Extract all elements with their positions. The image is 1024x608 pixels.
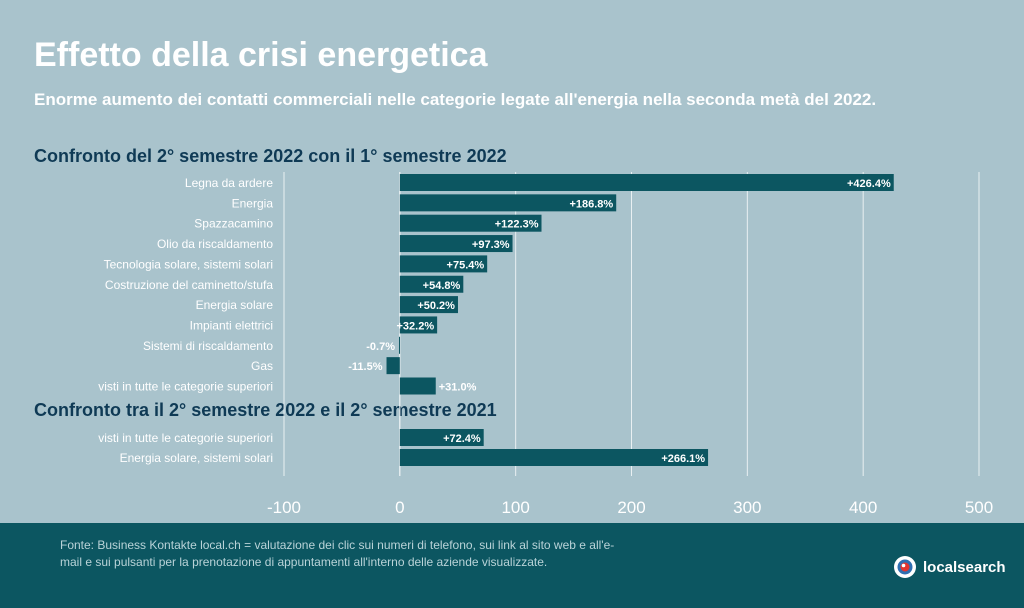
bar <box>399 296 458 314</box>
section-title-h2-vs-h1: Confronto del 2° semestre 2022 con il 1°… <box>34 146 507 166</box>
data-label: -11.5% <box>348 361 382 373</box>
category-label: Olio da riscaldamento <box>157 237 273 251</box>
data-label: +97.3% <box>472 239 510 251</box>
bar <box>399 214 542 232</box>
bar <box>399 429 484 446</box>
data-label: +186.8% <box>569 198 613 210</box>
bar <box>399 449 709 466</box>
category-label: Sistemi di riscaldamento <box>143 339 273 353</box>
data-label: +122.3% <box>495 219 539 231</box>
x-tick-label: 300 <box>733 498 761 517</box>
category-label: Tecnologia solare, sistemi solari <box>104 257 273 271</box>
category-label: Energia <box>232 196 274 210</box>
x-tick-label: -100 <box>267 498 301 517</box>
bar <box>399 194 617 212</box>
x-tick-label: 400 <box>849 498 877 517</box>
bar <box>399 336 401 354</box>
category-label: Legna da ardere <box>185 176 273 190</box>
localsearch-logo: localsearch <box>893 555 1006 579</box>
bar <box>399 255 488 273</box>
bar <box>399 174 894 191</box>
x-tick-label: 100 <box>501 498 529 517</box>
bar <box>399 275 464 293</box>
localsearch-logo-icon <box>894 556 916 578</box>
bar <box>399 316 438 334</box>
data-label: +266.1% <box>661 453 705 465</box>
section-title-h2-2022-vs-2021: Confronto tra il 2° semestre 2022 e il 2… <box>34 400 497 420</box>
source-note: Fonte: Business Kontakte local.ch = valu… <box>60 538 615 569</box>
bar <box>399 377 436 395</box>
x-tick-label: 500 <box>965 498 993 517</box>
bar-chart: -100 0 100 200 300 400 500 Legna da ardere +426.… <box>98 172 993 517</box>
data-label: -0.7% <box>366 341 395 353</box>
data-label: +54.8% <box>423 280 461 292</box>
page-title: Effetto della crisi energetica <box>34 36 488 74</box>
x-tick-label: 200 <box>617 498 645 517</box>
bar <box>386 357 400 375</box>
category-label: visti in tutte le categorie superiori <box>98 431 273 445</box>
bar <box>399 235 513 253</box>
category-label: Costruzione del caminetto/stufa <box>105 278 273 292</box>
data-label: +31.0% <box>439 382 477 394</box>
data-label: +72.4% <box>443 433 481 445</box>
category-label: visti in tutte le categorie superiori <box>98 380 273 394</box>
page-subtitle: Enorme aumento dei contatti commerciali … <box>34 90 877 109</box>
footer: Fonte: Business Kontakte local.ch = valu… <box>0 523 1024 608</box>
x-tick-label: 0 <box>395 498 404 517</box>
category-label: Energia solare <box>196 298 274 312</box>
category-label: Spazzacamino <box>194 217 273 231</box>
category-label: Energia solare, sistemi solari <box>120 451 273 465</box>
data-label: +32.2% <box>397 320 435 332</box>
data-label: +50.2% <box>417 300 455 312</box>
category-label: Impianti elettrici <box>190 318 273 332</box>
data-label: +75.4% <box>447 259 485 271</box>
category-label: Gas <box>251 359 273 373</box>
data-label: +426.4% <box>847 178 891 190</box>
logo-text: localsearch <box>923 558 1006 576</box>
